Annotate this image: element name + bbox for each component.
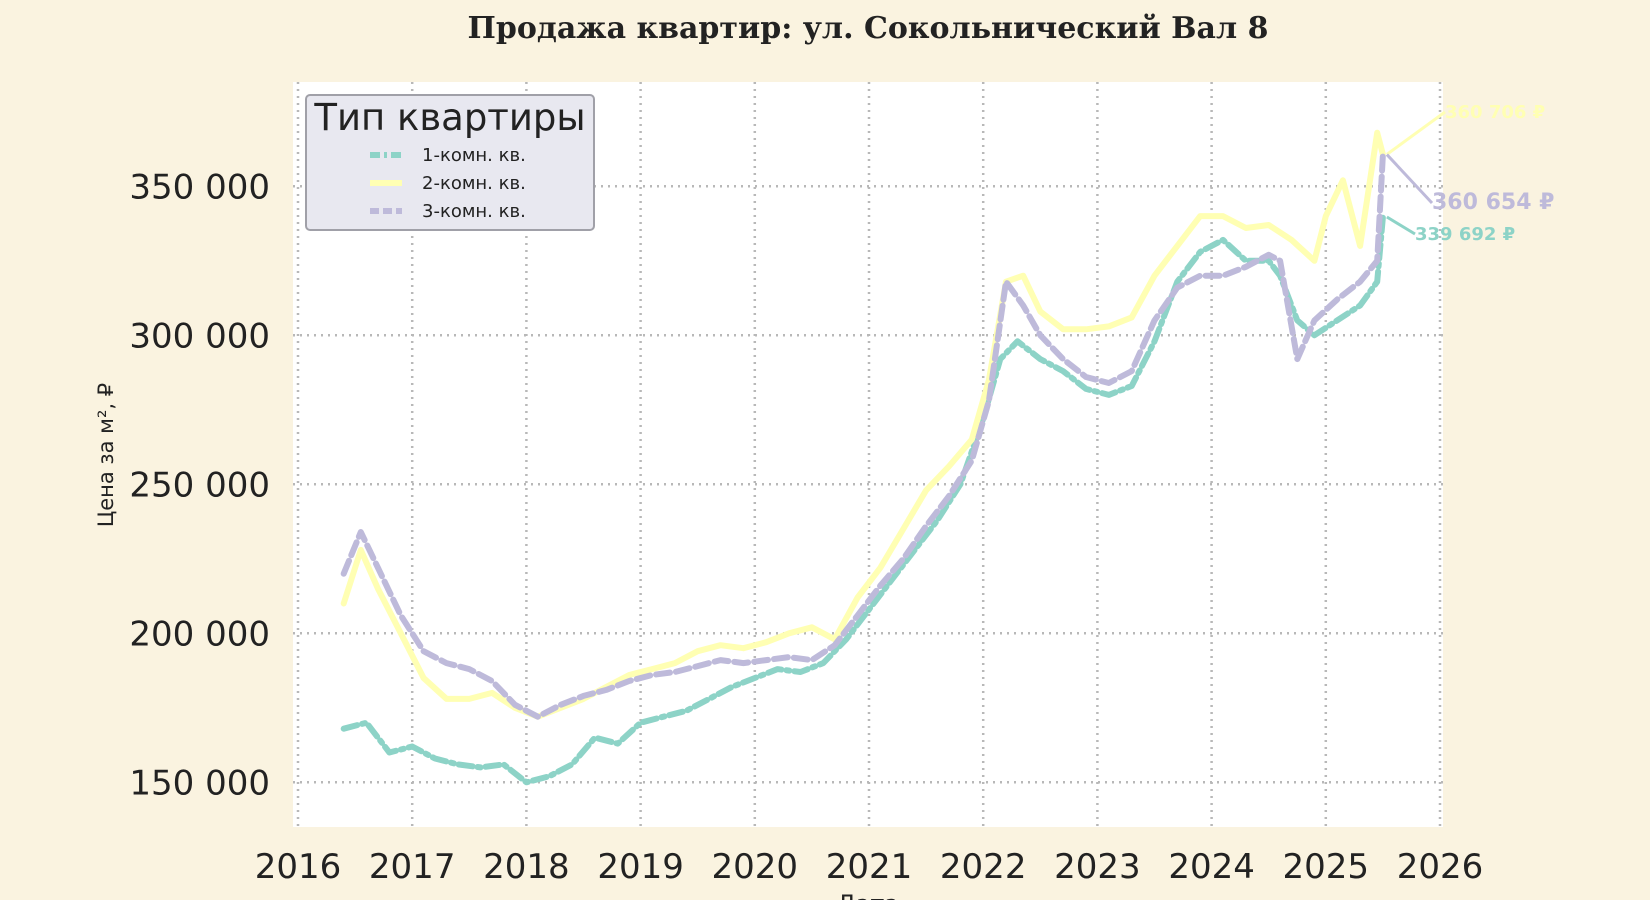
x-tick-label: 2023	[1054, 847, 1141, 887]
x-tick-label: 2017	[369, 847, 456, 887]
y-tick-label: 250 000	[129, 465, 270, 505]
annotation-label: 339 692 ₽	[1415, 224, 1515, 245]
x-axis-label: Дата	[837, 890, 899, 900]
series-line	[340, 151, 1386, 720]
annotation-label: 360 706 ₽	[1445, 102, 1545, 123]
x-tick-label: 2020	[712, 847, 799, 887]
y-axis-label: Цена за м², ₽	[94, 383, 118, 527]
y-tick-label: 350 000	[129, 167, 270, 207]
annotation-arrow	[1385, 153, 1434, 205]
x-tick-label: 2021	[826, 847, 913, 887]
y-tick-labels: 150 000 200 000 250 000 300 000 350 000	[129, 167, 270, 803]
annotation-arrow	[1386, 215, 1416, 236]
chart-title: Продажа квартир: ул. Сокольнический Вал …	[468, 11, 1269, 46]
legend: Тип квартиры 1-комн. кв. 2-комн. кв. 3-ком…	[305, 94, 595, 231]
legend-title: Тип квартиры	[313, 96, 585, 139]
x-tick-label: 2016	[255, 847, 342, 887]
annotation-label: 360 654 ₽	[1432, 190, 1554, 215]
annotation-arrow	[1386, 110, 1446, 156]
grid	[293, 82, 1443, 827]
legend-items: 1-комн. кв. 2-комн. кв. 3-комн. кв.	[370, 145, 526, 222]
x-tick-label: 2025	[1283, 847, 1370, 887]
annotations: 360 706 ₽ 360 654 ₽ 339 692 ₽	[1385, 102, 1554, 245]
x-tick-label: 2019	[597, 847, 684, 887]
x-tick-labels: 2016 2017 2018 2019 2020 2021 2022 2023 2024 2025…	[255, 847, 1484, 887]
series-lines	[340, 129, 1386, 786]
legend-item-label: 3-комн. кв.	[422, 201, 526, 222]
x-tick-label: 2022	[940, 847, 1027, 887]
x-tick-label: 2018	[483, 847, 570, 887]
y-tick-label: 150 000	[129, 763, 270, 803]
legend-item-label: 1-комн. кв.	[422, 145, 526, 166]
y-tick-label: 300 000	[129, 316, 270, 356]
x-tick-label: 2026	[1397, 847, 1484, 887]
legend-item-label: 2-комн. кв.	[422, 173, 526, 194]
y-tick-label: 200 000	[129, 614, 270, 654]
x-tick-label: 2024	[1168, 847, 1255, 887]
legend-box	[305, 94, 595, 231]
series-line	[340, 214, 1386, 786]
